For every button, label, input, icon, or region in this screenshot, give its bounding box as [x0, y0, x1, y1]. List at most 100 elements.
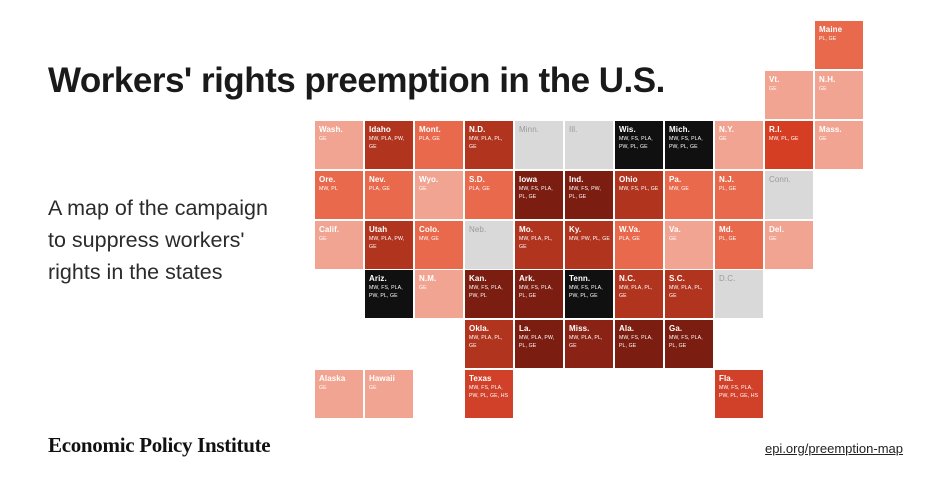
state-tile-wash[interactable]: Wash. GE	[315, 121, 363, 169]
state-tile-nd[interactable]: N.D. MW, PLA, PL, GE	[465, 121, 513, 169]
state-tile-va[interactable]: Va. GE	[665, 221, 713, 269]
preemption-codes: GE	[769, 236, 777, 242]
state-tile-conn[interactable]: Conn.	[765, 171, 813, 219]
state-tile-wva[interactable]: W.Va. PLA, GE	[615, 221, 663, 269]
preemption-codes: MW, FS, PLA, PW, PL, GE, HS	[719, 385, 759, 399]
state-tile-nev[interactable]: Nev. PLA, GE	[365, 171, 413, 219]
state-tile-tenn[interactable]: Tenn. MW, FS, PLA, PW, PL, GE	[565, 270, 613, 318]
state-tile-colo[interactable]: Colo. MW, GE	[415, 221, 463, 269]
state-tile-ri[interactable]: R.I. MW, PL, GE	[765, 121, 813, 169]
preemption-codes: GE	[719, 136, 727, 142]
state-tile-hawaii[interactable]: Hawaii GE	[365, 370, 413, 418]
state-tile-mo[interactable]: Mo. MW, PLA, PL, GE	[515, 221, 563, 269]
state-tile-calif[interactable]: Calif. GE	[315, 221, 363, 269]
state-tile-pa[interactable]: Pa. MW, GE	[665, 171, 713, 219]
state-tile-vt[interactable]: Vt. GE	[765, 71, 813, 119]
state-abbr: Ala.	[619, 324, 635, 333]
state-tile-maine[interactable]: Maine PL, GE	[815, 21, 863, 69]
state-abbr: Texas	[469, 374, 492, 383]
state-abbr: S.C.	[669, 274, 685, 283]
preemption-codes: MW, FS, PLA, PW, PL, GE	[369, 285, 403, 299]
state-abbr: Neb.	[469, 225, 487, 234]
preemption-codes: GE	[819, 86, 827, 92]
preemption-codes: PLA, GE	[469, 186, 490, 192]
state-tile-dc[interactable]: D.C.	[715, 270, 763, 318]
state-abbr: Ark.	[519, 274, 535, 283]
preemption-codes: GE	[319, 136, 327, 142]
preemption-codes: PLA, GE	[419, 136, 440, 142]
state-tile-ind[interactable]: Ind. MW, FS, PW, PL, GE	[565, 171, 613, 219]
state-abbr: Fla.	[719, 374, 734, 383]
preemption-codes: MW, FS, PLA, PW, PL, GE	[669, 136, 703, 150]
state-tile-minn[interactable]: Minn.	[515, 121, 563, 169]
preemption-codes: MW, PLA, PL, GE	[669, 285, 703, 299]
state-abbr: Colo.	[419, 225, 440, 234]
state-tile-nh[interactable]: N.H. GE	[815, 71, 863, 119]
state-tile-la[interactable]: La. MW, PLA, PW, PL, GE	[515, 320, 563, 368]
state-tile-ohio[interactable]: Ohio MW, FS, PL, GE	[615, 171, 663, 219]
preemption-codes: MW, PLA, PL, GE	[469, 335, 503, 349]
state-tile-neb[interactable]: Neb.	[465, 221, 513, 269]
preemption-codes: MW, PLA, PL, GE	[619, 285, 653, 299]
state-tile-utah[interactable]: Utah MW, PLA, PW, GE	[365, 221, 413, 269]
epi-logo: Economic Policy Institute	[48, 433, 271, 457]
state-tile-wis[interactable]: Wis. MW, FS, PLA, PW, PL, GE	[615, 121, 663, 169]
state-tile-ark[interactable]: Ark. MW, FS, PLA, PL, GE	[515, 270, 563, 318]
state-abbr: Calif.	[319, 225, 340, 234]
preemption-codes: PL, GE	[819, 36, 837, 42]
state-tile-ala[interactable]: Ala. MW, FS, PLA, PL, GE	[615, 320, 663, 368]
preemption-codes: PL, GE	[719, 236, 737, 242]
state-abbr: Kan.	[469, 274, 487, 283]
state-abbr: N.C.	[619, 274, 636, 283]
state-abbr: Wis.	[619, 125, 636, 134]
state-tile-mont[interactable]: Mont. PLA, GE	[415, 121, 463, 169]
state-abbr: S.D.	[469, 175, 485, 184]
preemption-map-link[interactable]: epi.org/preemption-map	[764, 441, 903, 456]
state-tile-sc[interactable]: S.C. MW, PLA, PL, GE	[665, 270, 713, 318]
state-tile-fla[interactable]: Fla. MW, FS, PLA, PW, PL, GE, HS	[715, 370, 763, 418]
page-subtitle: A map of the campaign to suppress worker…	[48, 195, 268, 285]
preemption-codes: PLA, GE	[619, 236, 640, 242]
state-tile-alaska[interactable]: Alaska GE	[315, 370, 363, 418]
preemption-codes: MW, FS, PL, GE	[619, 186, 659, 192]
state-tile-okla[interactable]: Okla. MW, PLA, PL, GE	[465, 320, 513, 368]
state-tile-ariz[interactable]: Ariz. MW, FS, PLA, PW, PL, GE	[365, 270, 413, 318]
state-tile-iowa[interactable]: Iowa MW, FS, PLA, PL, GE	[515, 171, 563, 219]
state-abbr: Wyo.	[419, 175, 439, 184]
state-tile-ill[interactable]: Ill.	[565, 121, 613, 169]
preemption-codes: MW, PLA, PL, GE	[469, 136, 503, 150]
state-tile-nc[interactable]: N.C. MW, PLA, PL, GE	[615, 270, 663, 318]
state-abbr: Wash.	[319, 125, 343, 134]
state-tile-kan[interactable]: Kan. MW, FS, PLA, PW, PL	[465, 270, 513, 318]
state-tile-mich[interactable]: Mich. MW, FS, PLA, PW, PL, GE	[665, 121, 713, 169]
state-abbr: Md.	[719, 225, 734, 234]
state-tile-wyo[interactable]: Wyo. GE	[415, 171, 463, 219]
state-tile-nj[interactable]: N.J. PL, GE	[715, 171, 763, 219]
state-tile-ore[interactable]: Ore. MW, PL	[315, 171, 363, 219]
state-tile-texas[interactable]: Texas MW, FS, PLA, PW, PL, GE, HS	[465, 370, 513, 418]
state-tile-nm[interactable]: N.M. GE	[415, 270, 463, 318]
state-abbr: La.	[519, 324, 531, 333]
state-tile-del[interactable]: Del. GE	[765, 221, 813, 269]
state-tile-sd[interactable]: S.D. PLA, GE	[465, 171, 513, 219]
preemption-codes: PLA, GE	[369, 186, 390, 192]
preemption-codes: MW, FS, PLA, PW, PL, GE	[569, 285, 603, 299]
state-tile-ny[interactable]: N.Y. GE	[715, 121, 763, 169]
state-tile-ky[interactable]: Ky. MW, PW, PL, GE	[565, 221, 613, 269]
state-abbr: Ga.	[669, 324, 683, 333]
state-tile-mass[interactable]: Mass. GE	[815, 121, 863, 169]
state-abbr: Ariz.	[369, 274, 387, 283]
state-tile-idaho[interactable]: Idaho MW, PLA, PW, GE	[365, 121, 413, 169]
state-tile-miss[interactable]: Miss. MW, PLA, PL, GE	[565, 320, 613, 368]
preemption-codes: MW, FS, PLA, PL, GE	[619, 335, 653, 349]
state-tile-ga[interactable]: Ga. MW, FS, PLA, PL, GE	[665, 320, 713, 368]
preemption-codes: GE	[419, 285, 427, 291]
preemption-codes: MW, FS, PLA, PL, GE	[519, 186, 553, 200]
state-abbr: Idaho	[369, 125, 391, 134]
preemption-codes: MW, PLA, PW, GE	[369, 136, 405, 150]
state-tile-md[interactable]: Md. PL, GE	[715, 221, 763, 269]
state-abbr: Okla.	[469, 324, 490, 333]
preemption-codes: MW, FS, PLA, PL, GE	[669, 335, 703, 349]
state-abbr: W.Va.	[619, 225, 641, 234]
